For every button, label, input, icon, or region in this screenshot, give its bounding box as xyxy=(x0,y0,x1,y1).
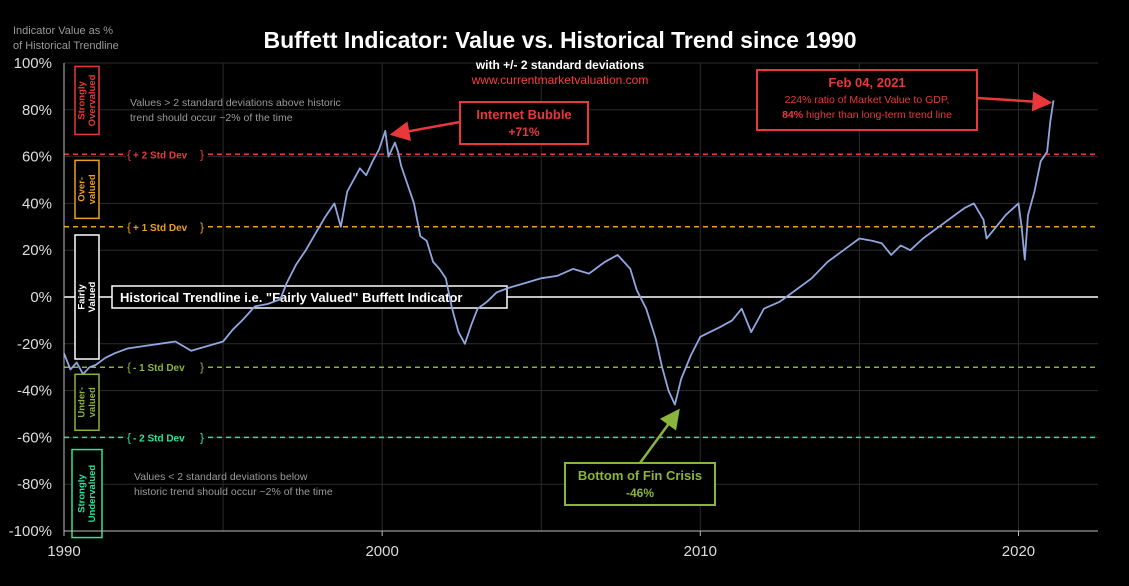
std-dev-brace-right: } xyxy=(200,147,204,161)
y-axis-label-line-2: of Historical Trendline xyxy=(13,40,119,52)
chart-subtitle: with +/- 2 standard deviations xyxy=(475,58,645,72)
annotation-arrow xyxy=(976,91,1053,112)
x-tick-label: 2020 xyxy=(1002,543,1035,560)
annotation-line: 84% higher than long-term trend line xyxy=(782,109,952,121)
annotation-line: 224% ratio of Market Value to GDP, xyxy=(785,94,950,106)
std-dev-label: - 1 Std Dev xyxy=(133,363,185,374)
annotation-box xyxy=(756,69,978,131)
trendline-label-box xyxy=(111,285,508,309)
chart-title: Buffett Indicator: Value vs. Historical … xyxy=(263,27,856,53)
annotation-box xyxy=(564,462,716,506)
axes: 100% 80% 60% 40% 20% 0% -20% -40% -60% -80% -100% 1… xyxy=(9,55,1098,560)
y-tick-label: -20% xyxy=(17,336,52,353)
x-tick-label: 1990 xyxy=(47,543,80,560)
zone-note-lower: historic trend should occur ~2% of the t… xyxy=(134,486,333,498)
y-tick-label: 40% xyxy=(22,195,52,212)
std-dev-label-bg xyxy=(126,359,208,376)
zone-box xyxy=(74,373,100,432)
std-dev-brace-right: } xyxy=(200,220,204,234)
series-layer xyxy=(63,100,1055,406)
zone-box xyxy=(74,65,100,136)
zone-label: valued xyxy=(87,174,98,204)
y-tick-label: -100% xyxy=(9,523,52,540)
y-tick-label: 100% xyxy=(14,55,52,72)
std-dev-brace-left: { xyxy=(127,430,131,444)
zone-label: Undervalued xyxy=(87,465,98,523)
series-line xyxy=(63,100,1055,406)
std-dev-brace-left: { xyxy=(127,360,131,374)
std-dev-label: + 1 Std Dev xyxy=(133,223,188,234)
y-tick-label: 80% xyxy=(22,102,52,119)
zone-label: Under- xyxy=(76,387,87,418)
zone-box xyxy=(74,159,100,220)
std-dev-label: - 2 Std Dev xyxy=(133,433,185,444)
annotation-title: Feb 04, 2021 xyxy=(828,75,905,90)
std-dev-label-bg xyxy=(126,146,208,163)
zone-label: Valued xyxy=(87,281,98,312)
annotation-line: +71% xyxy=(508,125,539,139)
annotation-arrow xyxy=(389,120,461,142)
annotation-line: -46% xyxy=(626,486,654,500)
source-link[interactable]: www.currentmarketvaluation.com xyxy=(471,73,649,87)
std-dev-label: + 2 Std Dev xyxy=(133,150,188,161)
trendline-label: Historical Trendline i.e. "Fairly Valued… xyxy=(120,290,462,305)
y-tick-label: 0% xyxy=(30,289,52,306)
zone-label: Strongly xyxy=(76,80,87,119)
y-tick-label: -80% xyxy=(17,476,52,493)
annotation-box xyxy=(459,101,589,145)
zone-label: Strongly xyxy=(76,474,87,513)
zone-note-upper: Values > 2 standard deviations above his… xyxy=(130,97,341,109)
annotation-title: Bottom of Fin Crisis xyxy=(578,468,702,483)
reference-lines: + 2 Std Dev{}+ 1 Std Dev{}Historical Tre… xyxy=(64,146,1098,446)
zone-label: Over- xyxy=(76,177,87,202)
zone-box xyxy=(74,234,100,360)
zone-box xyxy=(71,448,103,539)
std-dev-label-bg xyxy=(126,429,208,446)
annotation-title: Internet Bubble xyxy=(476,107,571,122)
y-tick-label: -60% xyxy=(17,429,52,446)
annotations: Internet Bubble +71% Bottom of Fin Crisis -… xyxy=(389,69,1053,506)
zone-label: Fairly xyxy=(76,284,87,310)
y-tick-label: 60% xyxy=(22,149,52,166)
std-dev-label-bg xyxy=(126,218,208,235)
annotation-arrow xyxy=(638,408,680,464)
y-tick-label: 20% xyxy=(22,242,52,259)
zone-note-upper: trend should occur ~2% of the time xyxy=(130,112,293,124)
std-dev-brace-left: { xyxy=(127,147,131,161)
x-tick-label: 2000 xyxy=(365,543,398,560)
std-dev-brace-left: { xyxy=(127,220,131,234)
y-axis-label-line-1: Indicator Value as % xyxy=(13,25,113,37)
std-dev-brace-right: } xyxy=(200,430,204,444)
y-tick-label: -40% xyxy=(17,383,52,400)
x-tick-label: 2010 xyxy=(684,543,717,560)
zone-label: Overvalued xyxy=(87,74,98,126)
zone-note-lower: Values < 2 standard deviations below xyxy=(134,471,308,483)
std-dev-brace-right: } xyxy=(200,360,204,374)
zone-label: valued xyxy=(87,387,98,417)
